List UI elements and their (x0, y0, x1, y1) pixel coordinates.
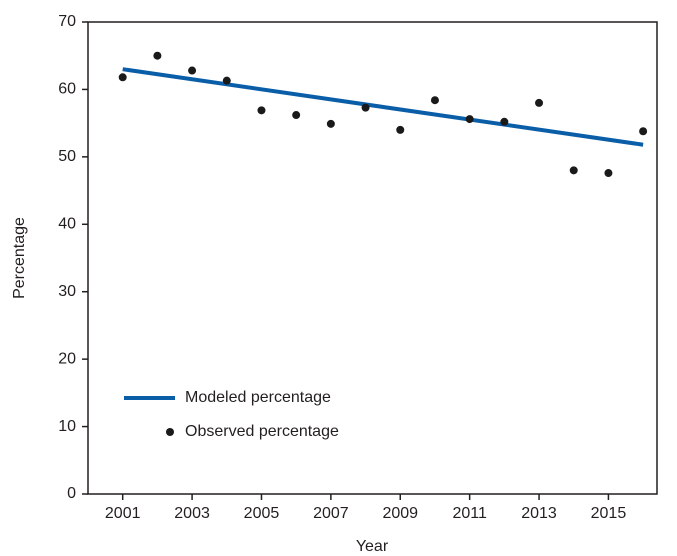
observed-point (396, 125, 405, 134)
y-tick-label: 10 (58, 418, 76, 435)
legend-label: Observed percentage (185, 423, 339, 440)
x-tick-label: 2001 (105, 505, 141, 522)
y-axis-label: Percentage (11, 217, 28, 299)
x-tick-label: 2007 (313, 505, 349, 522)
y-tick-label: 60 (58, 81, 76, 98)
model-line (122, 67, 644, 147)
observed-point (604, 169, 613, 178)
observed-point (535, 98, 544, 107)
x-tick-label: 2011 (452, 505, 487, 522)
legend-dot (166, 428, 174, 436)
observed-point (569, 166, 578, 175)
observed-point (465, 115, 474, 124)
plot-frame (87, 21, 658, 495)
x-tick-label: 2015 (591, 505, 627, 522)
observed-point (500, 117, 509, 126)
observed-point (361, 103, 370, 112)
observed-point (188, 66, 197, 75)
observed-point (430, 96, 439, 105)
x-tick-label: 2013 (521, 505, 557, 522)
observed-point (153, 51, 162, 60)
observed-point (118, 73, 127, 82)
y-tick-label: 0 (67, 485, 76, 502)
x-tick-label: 2005 (244, 505, 280, 522)
x-tick-label: 2003 (174, 505, 210, 522)
observed-point (292, 111, 301, 120)
x-axis-label: Year (356, 538, 389, 555)
y-tick-label: 30 (58, 283, 76, 300)
observed-point (639, 127, 648, 136)
observed-point (222, 76, 231, 85)
observed-point (326, 119, 335, 128)
y-tick-label: 50 (58, 148, 76, 165)
observed-point (257, 106, 266, 115)
legend-label: Modeled percentage (185, 389, 331, 406)
y-tick-label: 20 (58, 350, 76, 367)
x-tick-label: 2009 (382, 505, 418, 522)
y-tick-label: 40 (58, 216, 76, 233)
y-tick-label: 70 (58, 13, 76, 30)
